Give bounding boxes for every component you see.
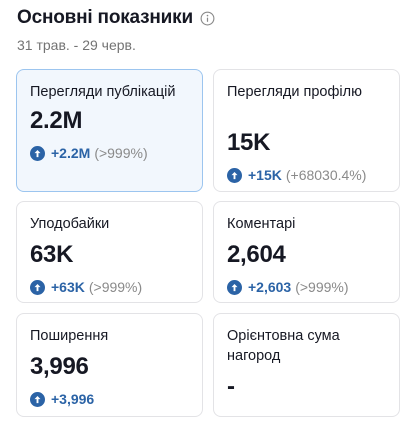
page-title: Основні показники — [17, 7, 193, 28]
metric-label: Орієнтовна сума нагород — [227, 328, 340, 364]
change-value: +63K — [51, 279, 85, 295]
metric-value: 3,996 — [30, 353, 89, 380]
metric-card-profile-views[interactable]: Перегляди профілю 15K +15K (+68030.4%) — [213, 69, 400, 192]
metric-value: - — [227, 373, 235, 400]
arrow-up-circle-icon — [227, 279, 242, 295]
metric-value: 2,604 — [227, 241, 286, 268]
metric-change: +2,603 (>999%) — [227, 278, 386, 296]
change-value: +3,996 — [51, 391, 95, 407]
change-value: +15K — [248, 167, 282, 183]
arrow-up-circle-icon — [30, 279, 45, 295]
arrow-up-circle-icon — [227, 167, 242, 183]
metric-label: Поширення — [30, 328, 109, 344]
metric-value: 2.2M — [30, 107, 83, 134]
metric-label: Перегляди профілю — [227, 84, 362, 100]
change-percent: (>999%) — [88, 279, 143, 295]
metric-value: 63K — [30, 241, 74, 268]
metric-change: +2.2M (>999%) — [30, 144, 189, 162]
title-row: Основні показники — [17, 6, 398, 30]
metric-change: +3,996 — [30, 390, 189, 408]
header: Основні показники 31 трав. - 29 черв. — [17, 6, 398, 53]
metric-label: Перегляди публікацій — [30, 84, 176, 100]
metric-change: +63K (>999%) — [30, 278, 189, 296]
metric-card-comments[interactable]: Коментарі 2,604 +2,603 (>999%) — [213, 201, 400, 303]
arrow-up-circle-icon — [30, 145, 45, 161]
change-percent: (>999%) — [94, 145, 148, 161]
arrow-up-circle-icon — [30, 391, 45, 407]
metric-label: Уподобайки — [30, 216, 110, 232]
metric-card-likes[interactable]: Уподобайки 63K +63K (>999%) — [16, 201, 203, 303]
metric-change: +15K (+68030.4%) — [227, 166, 386, 184]
metric-label: Коментарі — [227, 216, 296, 232]
change-value: +2.2M — [51, 145, 91, 161]
change-percent: (+68030.4%) — [285, 167, 367, 183]
info-circle-icon[interactable] — [200, 11, 215, 26]
date-range: 31 трав. - 29 черв. — [17, 37, 136, 53]
metric-card-shares[interactable]: Поширення 3,996 +3,996 — [16, 313, 203, 417]
change-percent: (>999%) — [295, 279, 349, 295]
metric-card-estimated-rewards[interactable]: Орієнтовна сума нагород - — [213, 313, 400, 417]
metric-card-post-views[interactable]: Перегляди публікацій 2.2M +2.2M (>999%) — [16, 69, 203, 192]
change-value: +2,603 — [248, 279, 292, 295]
metric-value: 15K — [227, 129, 271, 156]
